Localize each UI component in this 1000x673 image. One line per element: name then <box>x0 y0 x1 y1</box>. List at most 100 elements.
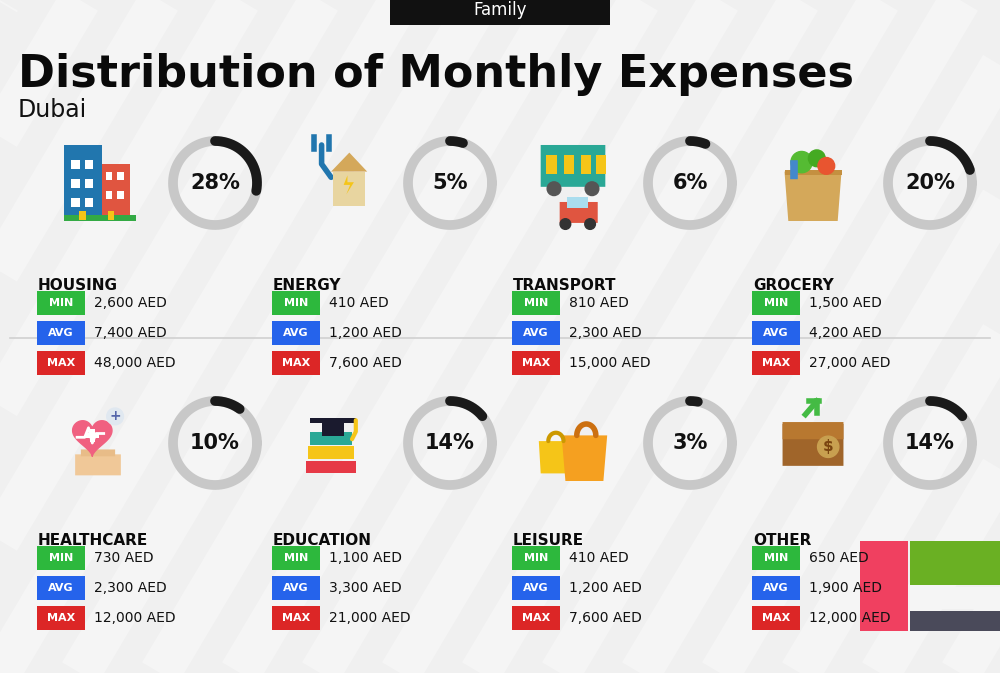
Text: MIN: MIN <box>524 298 548 308</box>
Circle shape <box>585 182 599 196</box>
FancyBboxPatch shape <box>752 291 800 315</box>
Text: AVG: AVG <box>48 583 74 593</box>
FancyBboxPatch shape <box>752 606 800 630</box>
FancyBboxPatch shape <box>117 172 124 180</box>
Text: 27,000 AED: 27,000 AED <box>809 356 891 370</box>
Text: MAX: MAX <box>282 613 310 623</box>
Circle shape <box>547 182 561 196</box>
FancyBboxPatch shape <box>512 546 560 570</box>
Polygon shape <box>344 176 354 194</box>
Text: 7,600 AED: 7,600 AED <box>569 611 642 625</box>
Text: MIN: MIN <box>284 298 308 308</box>
Text: TRANSPORT: TRANSPORT <box>513 278 616 293</box>
Polygon shape <box>784 172 842 221</box>
FancyBboxPatch shape <box>272 351 320 375</box>
Circle shape <box>585 219 595 229</box>
FancyBboxPatch shape <box>272 321 320 345</box>
Text: 6%: 6% <box>672 173 708 193</box>
Text: AVG: AVG <box>48 328 74 338</box>
Text: 410 AED: 410 AED <box>329 296 389 310</box>
FancyBboxPatch shape <box>512 291 560 315</box>
FancyBboxPatch shape <box>71 160 80 168</box>
Circle shape <box>791 151 812 173</box>
Text: 48,000 AED: 48,000 AED <box>94 356 176 370</box>
FancyBboxPatch shape <box>310 432 352 445</box>
Circle shape <box>107 408 123 425</box>
FancyBboxPatch shape <box>37 546 85 570</box>
Text: Dubai: Dubai <box>18 98 87 122</box>
FancyBboxPatch shape <box>272 576 320 600</box>
Text: MIN: MIN <box>49 298 73 308</box>
Text: AVG: AVG <box>763 583 789 593</box>
Text: Family: Family <box>473 1 527 19</box>
Text: HOUSING: HOUSING <box>38 278 118 293</box>
Text: 1,200 AED: 1,200 AED <box>569 581 642 595</box>
FancyBboxPatch shape <box>85 160 93 168</box>
FancyBboxPatch shape <box>85 179 93 188</box>
FancyBboxPatch shape <box>910 587 1000 609</box>
FancyBboxPatch shape <box>752 321 800 345</box>
FancyBboxPatch shape <box>81 450 115 456</box>
FancyBboxPatch shape <box>512 606 560 630</box>
FancyBboxPatch shape <box>860 541 908 631</box>
Text: 14%: 14% <box>425 433 475 453</box>
Text: 1,900 AED: 1,900 AED <box>809 581 882 595</box>
Text: AVG: AVG <box>523 328 549 338</box>
Polygon shape <box>539 441 573 473</box>
FancyBboxPatch shape <box>37 576 85 600</box>
Circle shape <box>818 436 839 458</box>
Text: 15,000 AED: 15,000 AED <box>569 356 651 370</box>
Text: MIN: MIN <box>49 553 73 563</box>
Polygon shape <box>562 435 607 481</box>
FancyBboxPatch shape <box>333 172 365 206</box>
FancyBboxPatch shape <box>272 546 320 570</box>
Text: MAX: MAX <box>47 613 75 623</box>
FancyBboxPatch shape <box>117 190 124 199</box>
Text: 21,000 AED: 21,000 AED <box>329 611 411 625</box>
FancyBboxPatch shape <box>272 291 320 315</box>
Text: 28%: 28% <box>190 173 240 193</box>
Circle shape <box>808 150 825 167</box>
Text: 2,300 AED: 2,300 AED <box>94 581 167 595</box>
Text: AVG: AVG <box>283 583 309 593</box>
Text: MAX: MAX <box>522 613 550 623</box>
FancyBboxPatch shape <box>85 433 99 437</box>
Polygon shape <box>331 153 367 172</box>
Text: 5%: 5% <box>432 173 468 193</box>
FancyBboxPatch shape <box>752 576 800 600</box>
Text: 4,200 AED: 4,200 AED <box>809 326 882 340</box>
FancyBboxPatch shape <box>272 606 320 630</box>
FancyBboxPatch shape <box>390 0 610 25</box>
Text: +: + <box>109 409 121 423</box>
Text: 10%: 10% <box>190 433 240 453</box>
FancyBboxPatch shape <box>64 145 102 221</box>
Text: 12,000 AED: 12,000 AED <box>809 611 891 625</box>
FancyBboxPatch shape <box>541 145 605 187</box>
FancyBboxPatch shape <box>512 351 560 375</box>
FancyBboxPatch shape <box>106 172 112 180</box>
Text: 3%: 3% <box>672 433 708 453</box>
Text: MAX: MAX <box>47 358 75 368</box>
Polygon shape <box>73 421 112 456</box>
Text: MIN: MIN <box>764 298 788 308</box>
Text: ENERGY: ENERGY <box>273 278 342 293</box>
Text: 3,300 AED: 3,300 AED <box>329 581 402 595</box>
Text: EDUCATION: EDUCATION <box>273 533 372 548</box>
Text: MIN: MIN <box>524 553 548 563</box>
FancyBboxPatch shape <box>560 202 598 223</box>
FancyBboxPatch shape <box>108 211 114 220</box>
FancyBboxPatch shape <box>790 160 798 179</box>
Text: HEALTHCARE: HEALTHCARE <box>38 533 148 548</box>
Text: 14%: 14% <box>905 433 955 453</box>
FancyBboxPatch shape <box>567 197 588 208</box>
FancyBboxPatch shape <box>546 155 557 174</box>
Circle shape <box>560 219 571 229</box>
FancyBboxPatch shape <box>37 321 85 345</box>
Text: 1,200 AED: 1,200 AED <box>329 326 402 340</box>
Text: $: $ <box>823 439 834 454</box>
FancyBboxPatch shape <box>752 351 800 375</box>
Text: 1,500 AED: 1,500 AED <box>809 296 882 310</box>
FancyBboxPatch shape <box>37 606 85 630</box>
FancyBboxPatch shape <box>85 199 93 207</box>
Circle shape <box>818 157 835 174</box>
